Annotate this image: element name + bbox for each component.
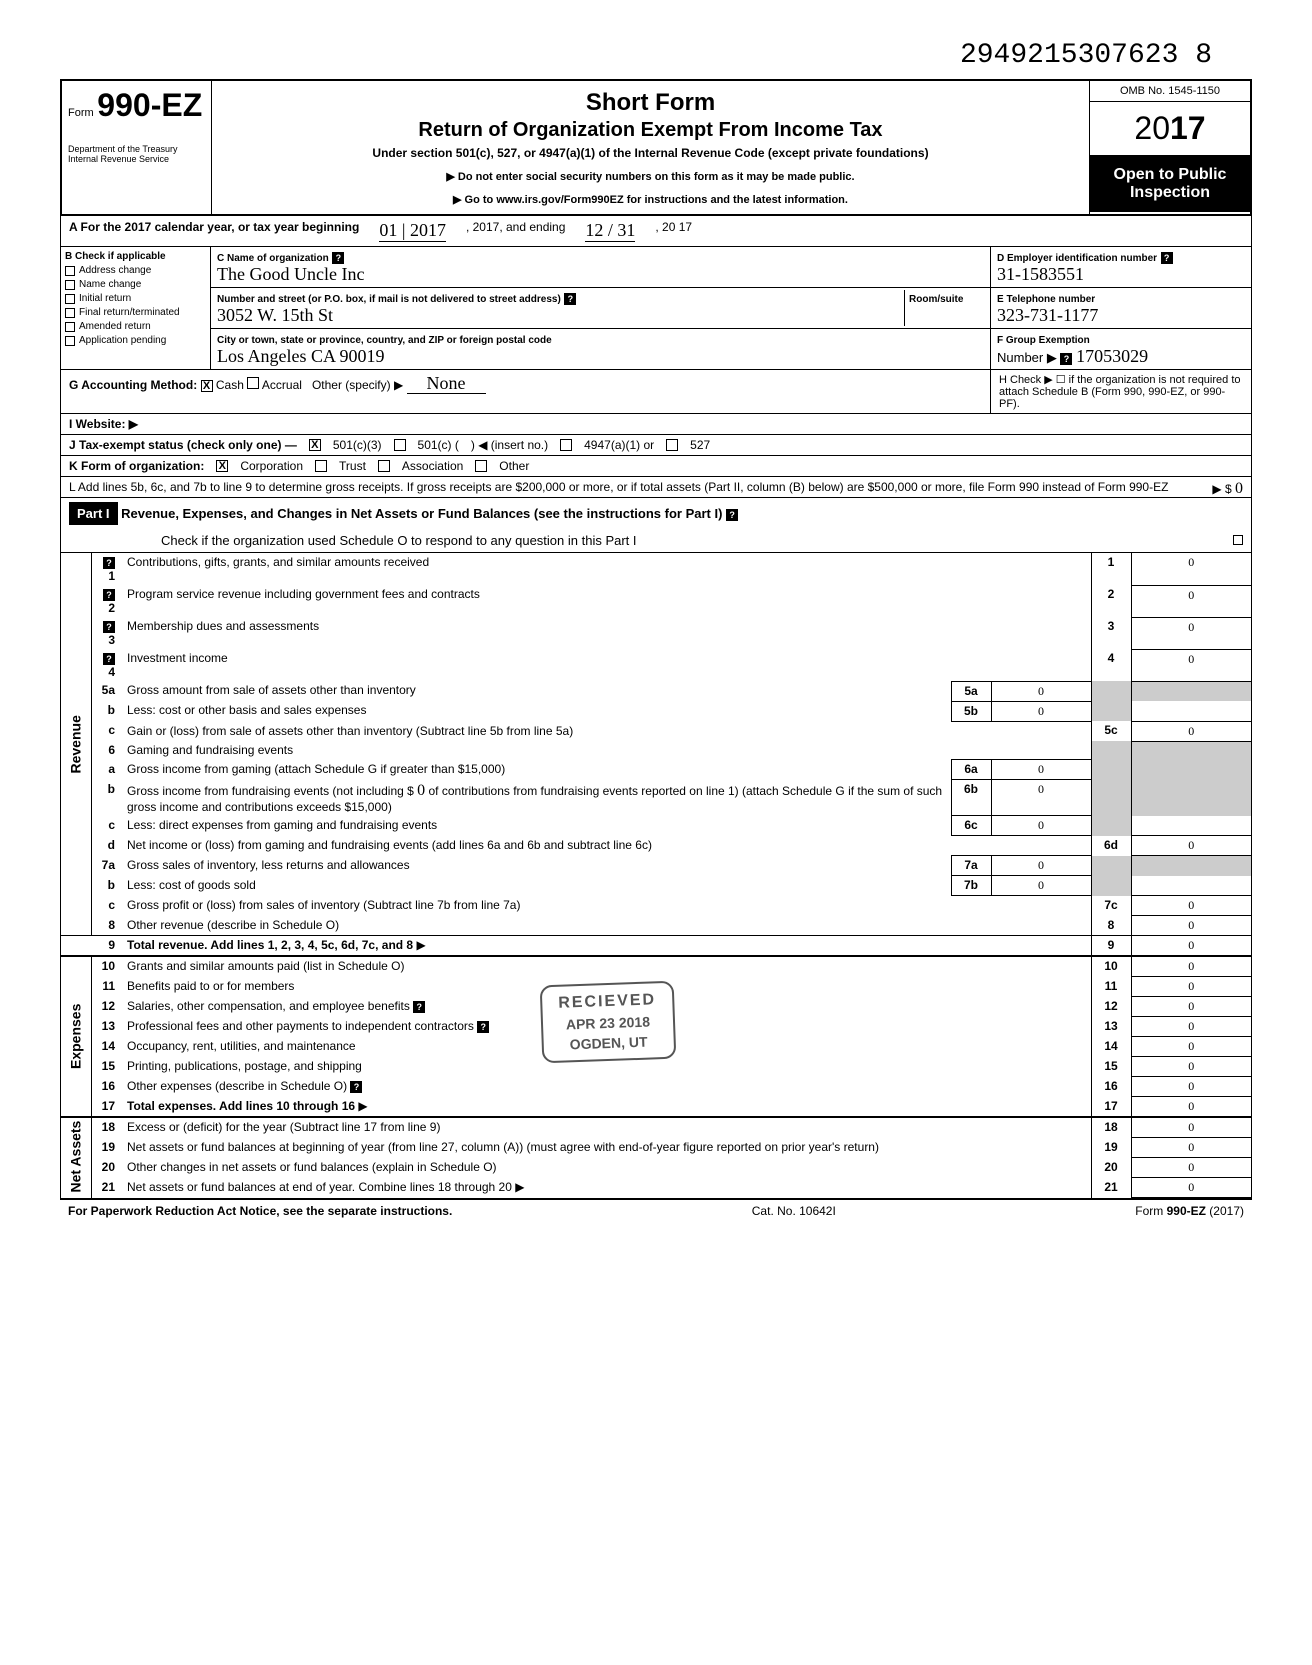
instruction-url: ▶ Go to www.irs.gov/Form990EZ for instru… [220, 193, 1081, 206]
row-a-tax-year: A For the 2017 calendar year, or tax yea… [60, 216, 1252, 247]
checkbox-amended-return[interactable] [65, 322, 75, 332]
end-date: 12 / 31 [585, 220, 635, 242]
info-icon: ? [332, 252, 344, 264]
phone-value: 323-731-1177 [997, 305, 1098, 325]
footer-form-id: Form 990-EZ (2017) [1135, 1204, 1244, 1218]
lines-table: Revenue ? 1 Contributions, gifts, grants… [61, 553, 1251, 1198]
form-prefix: Form [68, 107, 94, 119]
row-k-org-form: K Form of organization: XCorporation Tru… [60, 456, 1252, 477]
org-name-value: The Good Uncle Inc [217, 264, 364, 284]
row-g-accounting: G Accounting Method: X Cash Accrual Othe… [60, 370, 1252, 414]
label-address: Number and street (or P.O. box, if mail … [217, 294, 561, 305]
checkbox-corporation[interactable]: X [216, 460, 228, 472]
ein-value: 31-1583551 [997, 264, 1084, 284]
checkbox-schedule-o[interactable] [1233, 535, 1243, 545]
inspection-notice: Open to Public Inspection [1090, 156, 1250, 212]
checkbox-501c[interactable] [394, 439, 406, 451]
title-short-form: Short Form [220, 89, 1081, 117]
part-1-body: Revenue ? 1 Contributions, gifts, grants… [60, 553, 1252, 1199]
group-exemption-value: 17053029 [1076, 346, 1148, 366]
label-group-exemption: F Group Exemption [997, 335, 1090, 346]
label-phone: E Telephone number [997, 294, 1095, 305]
checkbox-4947[interactable] [560, 439, 572, 451]
tax-year: 2017 [1090, 102, 1250, 156]
checkbox-527[interactable] [666, 439, 678, 451]
row-l-gross-receipts: L Add lines 5b, 6c, and 7b to line 9 to … [60, 477, 1252, 498]
begin-date: 01 | 2017 [379, 220, 446, 242]
checkbox-initial-return[interactable] [65, 294, 75, 304]
info-icon: ? [1161, 252, 1173, 264]
section-b: B Check if applicable Address change Nam… [60, 247, 1252, 370]
checkbox-name-change[interactable] [65, 280, 75, 290]
address-value: 3052 W. 15th St [217, 305, 333, 325]
checkbox-accrual[interactable] [247, 377, 259, 389]
col-b-org-info: C Name of organization ? The Good Uncle … [211, 247, 991, 369]
checkbox-association[interactable] [378, 460, 390, 472]
info-icon: ? [1060, 353, 1072, 365]
omb-number: OMB No. 1545-1150 [1090, 81, 1250, 102]
header-right: OMB No. 1545-1150 2017 Open to Public In… [1090, 81, 1250, 214]
part-1-header: Part I Revenue, Expenses, and Changes in… [60, 498, 1252, 553]
side-label-revenue: Revenue [61, 553, 91, 936]
label-ein: D Employer identification number [997, 253, 1157, 264]
title-return: Return of Organization Exempt From Incom… [220, 119, 1081, 142]
checkbox-address-change[interactable] [65, 266, 75, 276]
side-label-net-assets: Net Assets [61, 1117, 91, 1198]
h-schedule-b: H Check ▶ ☐ if the organization is not r… [991, 370, 1251, 413]
checkbox-cash[interactable]: X [201, 380, 213, 392]
dept-irs: Internal Revenue Service [68, 154, 205, 164]
header-center: Short Form Return of Organization Exempt… [212, 81, 1090, 214]
header-left: Form 990-EZ Department of the Treasury I… [62, 81, 212, 214]
checkbox-final-return[interactable] [65, 308, 75, 318]
footer-paperwork: For Paperwork Reduction Act Notice, see … [68, 1204, 452, 1218]
document-number: 2949215307623 8 [60, 40, 1252, 71]
part-1-label: Part I [69, 502, 118, 525]
city-value: Los Angeles CA 90019 [217, 346, 385, 366]
row-i-website: I Website: ▶ [60, 414, 1252, 435]
label-org-name: C Name of organization [217, 253, 329, 264]
form-number: 990-EZ [97, 87, 202, 123]
dept-treasury: Department of the Treasury [68, 144, 205, 154]
subtitle: Under section 501(c), 527, or 4947(a)(1)… [220, 146, 1081, 160]
checkbox-trust[interactable] [315, 460, 327, 472]
instruction-ssn: ▶ Do not enter social security numbers o… [220, 170, 1081, 183]
info-icon: ? [564, 293, 576, 305]
received-stamp: RECIEVED APR 23 2018 OGDEN, UT [540, 981, 676, 1064]
footer-cat-no: Cat. No. 10642I [752, 1204, 836, 1218]
col-b-checkboxes: B Check if applicable Address change Nam… [61, 247, 211, 369]
row-j-tax-status: J Tax-exempt status (check only one) — X… [60, 435, 1252, 456]
col-b-right: D Employer identification number ? 31-15… [991, 247, 1251, 369]
checkbox-501c3[interactable]: X [309, 439, 321, 451]
form-header: Form 990-EZ Department of the Treasury I… [60, 79, 1252, 216]
label-city: City or town, state or province, country… [217, 335, 552, 346]
checkbox-other-org[interactable] [475, 460, 487, 472]
other-accounting-value: None [407, 373, 486, 394]
label-room: Room/suite [909, 294, 963, 305]
side-label-expenses: Expenses [61, 956, 91, 1117]
info-icon: ? [726, 509, 738, 521]
footer: For Paperwork Reduction Act Notice, see … [60, 1199, 1252, 1222]
checkbox-application-pending[interactable] [65, 336, 75, 346]
